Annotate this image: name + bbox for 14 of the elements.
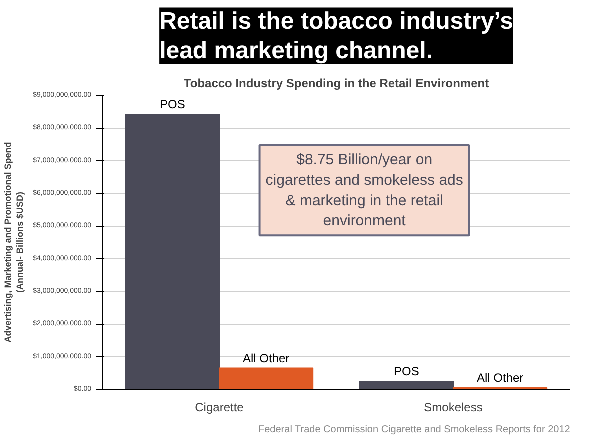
x-tick-label: Cigarette bbox=[195, 400, 244, 414]
text: POS bbox=[394, 364, 420, 379]
text: Federal Trade Commission Cigarette and Smokeless Reports for 2012 bbox=[258, 424, 571, 436]
bar bbox=[219, 368, 314, 390]
annotation: $8.75 Billion/year on cigarettes and smokeless ads & marketing in the retail environment bbox=[266, 151, 464, 230]
series-label: All Other bbox=[242, 351, 290, 366]
chart-title: Retail is the tobacco industry’s lead marketing channel. bbox=[160, 8, 514, 64]
y-axis-title: Advertising, Marketing and Promotional Spend (Annual- Billions $USD) bbox=[3, 142, 26, 343]
chart-subtitle: Tobacco Industry Spending in the Retail Environment bbox=[184, 76, 490, 90]
x-tick-label: Smokeless bbox=[424, 400, 483, 414]
text: All Other bbox=[476, 370, 524, 385]
bar bbox=[125, 114, 220, 390]
bar bbox=[359, 381, 454, 390]
series-label: POS bbox=[160, 97, 186, 112]
